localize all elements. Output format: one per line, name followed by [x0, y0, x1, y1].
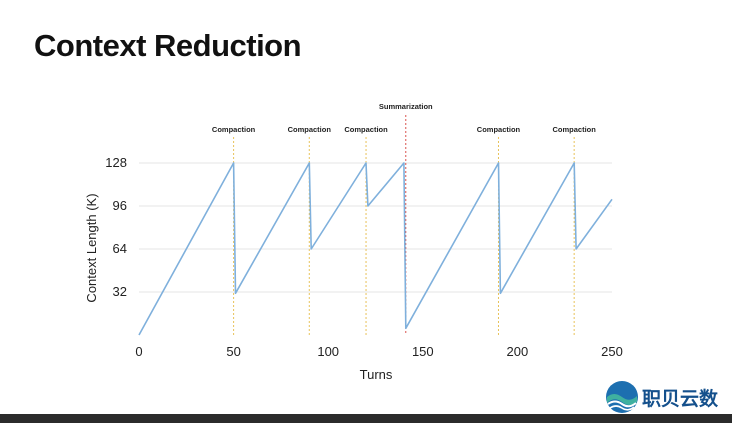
- x-tick-label-100: 100: [317, 344, 339, 359]
- x-tick-label-50: 50: [226, 344, 240, 359]
- series-layer: [138, 162, 613, 336]
- tick-labels: 32 64 96 128 0 50 100 150 200 250: [105, 155, 623, 359]
- y-tick-label-32: 32: [113, 284, 127, 299]
- y-tick-label-128: 128: [105, 155, 127, 170]
- y-axis-label: Context Length (K): [84, 193, 99, 302]
- bottom-rule: [0, 414, 732, 423]
- y-tick-label-96: 96: [113, 198, 127, 213]
- annotation-label-1: Compaction: [212, 125, 256, 134]
- series-line-1: [138, 162, 613, 336]
- annotation-label-5: Compaction: [477, 125, 521, 134]
- watermark: 职贝云数: [604, 380, 718, 414]
- annotation-label-3: Compaction: [344, 125, 388, 134]
- annotation-labels: Compaction Compaction Compaction Summarizat…: [212, 102, 596, 134]
- x-tick-label-0: 0: [135, 344, 142, 359]
- annotation-label-6: Compaction: [552, 125, 596, 134]
- x-tick-label-250: 250: [601, 344, 623, 359]
- watermark-text: 职贝云数: [642, 387, 719, 410]
- annotation-label-4: Summarization: [379, 102, 433, 111]
- x-axis-label: Turns: [360, 367, 393, 382]
- x-tick-label-150: 150: [412, 344, 434, 359]
- x-tick-label-200: 200: [507, 344, 529, 359]
- annotation-label-2: Compaction: [288, 125, 332, 134]
- globe-wave-icon: [606, 381, 638, 413]
- grid-layer: [139, 162, 612, 293]
- y-tick-label-64: 64: [113, 241, 127, 256]
- slide-title: Context Reduction: [34, 28, 302, 63]
